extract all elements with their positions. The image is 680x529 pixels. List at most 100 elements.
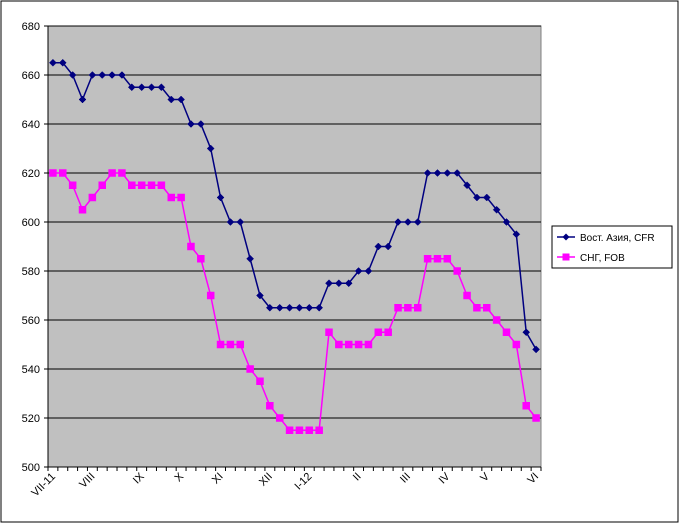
data-point-series-2: [483, 304, 491, 312]
data-point-series-2: [137, 181, 146, 189]
data-point-series-2: [344, 340, 353, 349]
y-tick-label: 560: [22, 315, 40, 327]
data-point-series-1: [532, 345, 540, 354]
data-point-series-1: [137, 83, 146, 92]
y-tick-label: 600: [22, 217, 40, 229]
data-point-series-2: [404, 304, 412, 312]
data-point-series-2: [167, 193, 175, 202]
data-point-series-2: [433, 255, 442, 263]
data-point-series-1: [354, 267, 363, 275]
data-point-series-1: [364, 267, 373, 275]
data-point-series-2: [147, 181, 156, 189]
data-point-series-2: [216, 340, 225, 349]
data-point-series-1: [177, 95, 185, 104]
data-point-series-2: [128, 181, 136, 189]
legend: [551, 225, 673, 269]
data-point-series-1: [196, 120, 205, 128]
y-tick-label: 540: [22, 364, 40, 376]
data-point-series-1: [216, 193, 225, 202]
data-point-series-2: [59, 169, 67, 177]
data-point-series-2: [256, 377, 264, 385]
data-point-series-1: [108, 71, 116, 79]
data-point-series-2: [463, 291, 471, 300]
legend-label: СНГ, FOB: [580, 253, 625, 264]
data-point-series-1: [522, 328, 531, 337]
data-point-series-2: [492, 316, 501, 324]
data-point-series-2: [275, 414, 284, 422]
data-point-series-2: [364, 340, 373, 349]
data-point-series-1: [78, 95, 87, 104]
data-point-series-1: [335, 279, 343, 288]
data-point-series-1: [423, 169, 432, 177]
data-point-series-2: [197, 255, 205, 263]
data-point-series-1: [413, 218, 422, 226]
data-point-series-1: [236, 218, 245, 226]
data-point-series-1: [187, 120, 195, 128]
data-point-series-2: [246, 365, 254, 373]
data-point-series-1: [482, 193, 491, 202]
data-point-series-2: [453, 267, 461, 275]
data-point-series-2: [49, 169, 57, 177]
data-point-series-2: [108, 169, 116, 177]
data-point-series-2: [305, 426, 314, 434]
data-point-series-1: [394, 218, 402, 226]
data-point-series-1: [433, 169, 442, 177]
data-point-series-2: [502, 328, 511, 336]
legend-label: Вост. Азия, CFR: [580, 233, 655, 244]
data-point-series-2: [394, 304, 402, 312]
data-point-series-1: [305, 303, 314, 312]
data-point-series-1: [98, 71, 107, 79]
data-point-series-2: [315, 426, 323, 434]
data-point-series-1: [443, 169, 452, 177]
data-point-series-1: [374, 242, 383, 251]
data-point-series-2: [78, 206, 87, 214]
data-point-series-1: [68, 71, 77, 79]
data-point-series-1: [147, 83, 156, 92]
data-point-series-1: [206, 144, 215, 153]
data-point-series-2: [384, 328, 392, 336]
data-point-series-2: [414, 304, 422, 312]
data-point-series-2: [335, 340, 343, 349]
data-point-series-1: [157, 83, 166, 92]
data-point-series-1: [167, 95, 176, 104]
data-point-series-1: [453, 169, 462, 177]
y-tick-label: 680: [22, 21, 40, 33]
data-point-series-2: [285, 426, 294, 434]
data-point-series-1: [275, 303, 284, 312]
y-tick-label: 640: [22, 119, 40, 131]
data-point-series-2: [68, 181, 77, 189]
data-point-series-2: [423, 255, 432, 263]
data-point-series-2: [354, 340, 363, 349]
data-point-series-2: [98, 181, 106, 189]
data-point-series-1: [404, 218, 412, 226]
data-point-series-1: [58, 58, 67, 67]
data-point-series-2: [118, 169, 126, 177]
legend-marker: [562, 253, 570, 261]
data-point-series-1: [502, 218, 511, 226]
data-point-series-1: [246, 254, 254, 263]
data-point-series-1: [127, 83, 136, 92]
data-point-series-1: [384, 242, 393, 251]
data-point-series-2: [532, 414, 540, 422]
data-point-series-1: [492, 205, 501, 214]
data-point-series-1: [88, 71, 97, 79]
y-tick-label: 520: [22, 413, 40, 425]
legend-marker: [562, 233, 570, 241]
y-tick-label: 500: [22, 462, 40, 474]
data-point-series-2: [374, 328, 383, 336]
data-point-series-2: [473, 304, 481, 312]
data-point-series-2: [226, 340, 235, 349]
data-point-series-1: [49, 58, 57, 67]
data-point-series-1: [473, 193, 481, 202]
data-point-series-2: [522, 402, 530, 410]
y-tick-label: 660: [22, 70, 40, 82]
data-point-series-2: [443, 255, 452, 263]
data-point-series-1: [344, 279, 353, 288]
data-point-series-2: [236, 340, 245, 349]
y-tick-label: 620: [22, 168, 40, 180]
data-point-series-1: [295, 303, 304, 312]
data-point-series-2: [266, 402, 274, 410]
data-point-series-1: [315, 303, 324, 312]
